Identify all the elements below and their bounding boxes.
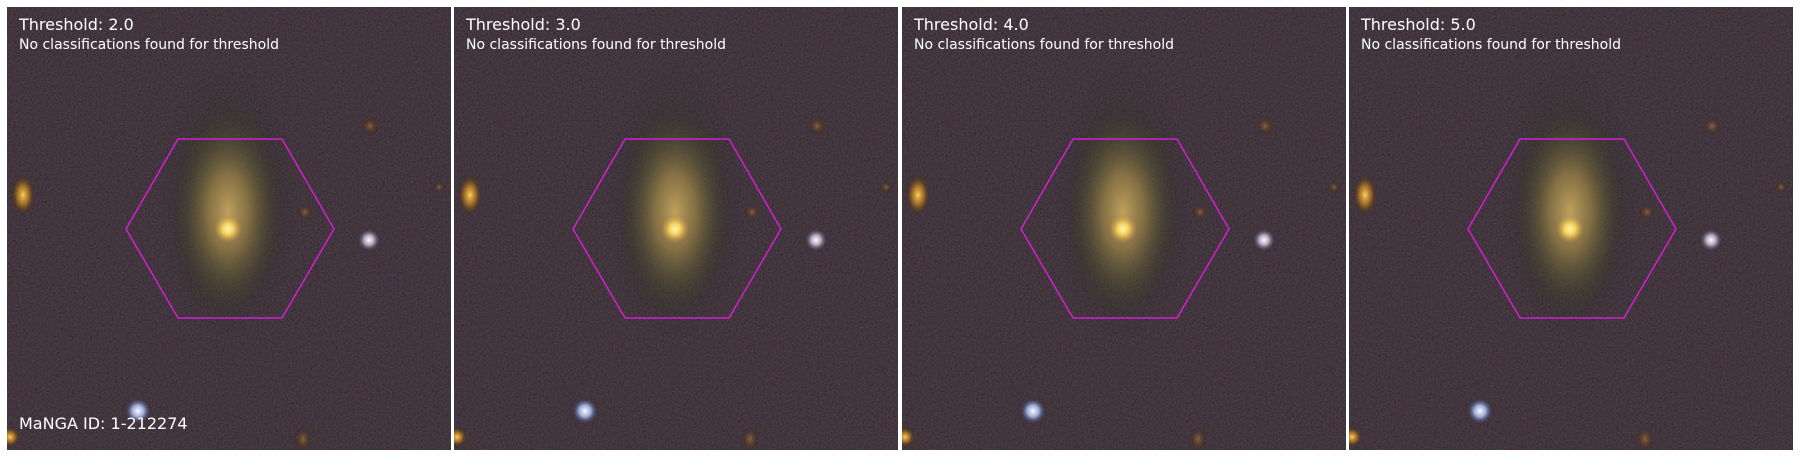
panel-subtitle: No classifications found for threshold	[1361, 37, 1621, 53]
galaxy-panel-threshold-5: Threshold: 5.0 No classifications found …	[1349, 7, 1793, 450]
galaxy-image	[902, 7, 1346, 450]
galaxy-panel-threshold-4: Threshold: 4.0 No classifications found …	[902, 7, 1346, 450]
galaxy-image	[7, 7, 451, 450]
galaxy-panel-threshold-3: Threshold: 3.0 No classifications found …	[454, 7, 898, 450]
panel-subtitle: No classifications found for threshold	[466, 37, 726, 53]
manga-id-label: MaNGA ID: 1-212274	[19, 414, 188, 433]
panel-subtitle: No classifications found for threshold	[914, 37, 1174, 53]
panel-title: Threshold: 4.0	[914, 15, 1029, 34]
panel-title: Threshold: 2.0	[19, 15, 134, 34]
panel-title: Threshold: 5.0	[1361, 15, 1476, 34]
panel-title: Threshold: 3.0	[466, 15, 581, 34]
galaxy-image	[454, 7, 898, 450]
galaxy-panel-threshold-2: Threshold: 2.0 No classifications found …	[7, 7, 451, 450]
panel-subtitle: No classifications found for threshold	[19, 37, 279, 53]
galaxy-image	[1349, 7, 1793, 450]
